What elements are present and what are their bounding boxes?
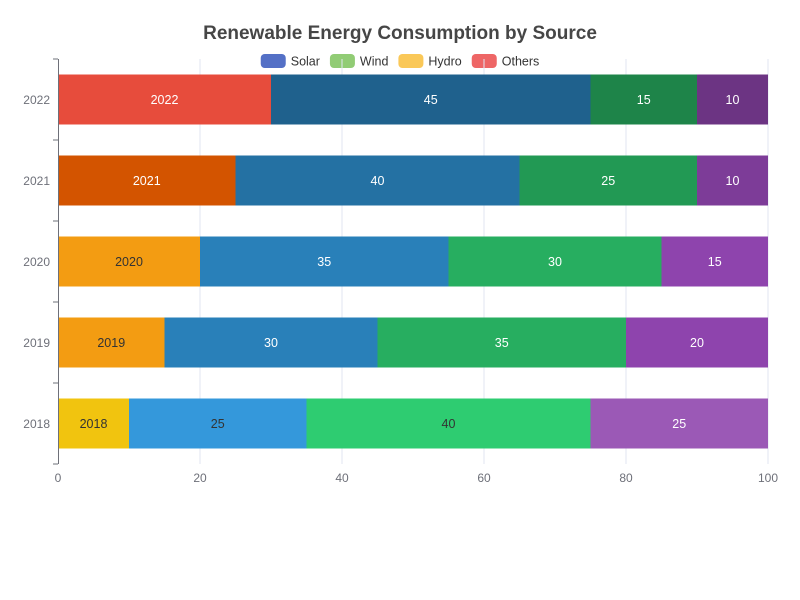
bar-label-hydro-2020: 30 xyxy=(548,255,562,269)
bar-label-wind-2018: 25 xyxy=(211,417,225,431)
bar-hydro-2021[interactable] xyxy=(519,155,698,206)
y-tick-label-2022: 2022 xyxy=(23,93,50,107)
y-tick-label-2018: 2018 xyxy=(23,417,50,431)
legend-swatch-solar[interactable] xyxy=(260,54,286,68)
bar-label-others-2021: 10 xyxy=(726,174,740,188)
legend-swatch-hydro[interactable] xyxy=(398,54,424,68)
bar-label-hydro-2018: 40 xyxy=(442,417,456,431)
bar-label-hydro-2021: 25 xyxy=(601,174,615,188)
bar-hydro-2022[interactable] xyxy=(590,74,698,125)
x-tick-label-80: 80 xyxy=(619,471,633,485)
bar-others-2021[interactable] xyxy=(697,155,768,206)
bar-others-2022[interactable] xyxy=(697,74,768,125)
axes: 2018 2019 2020 2021 2022 0 20 40 60 80 100 xyxy=(23,58,778,485)
bar-label-solar-2022: 2022 xyxy=(151,93,179,107)
x-tick-label-20: 20 xyxy=(193,471,207,485)
bar-label-others-2020: 15 xyxy=(708,255,722,269)
bar-others-2020[interactable] xyxy=(661,236,769,287)
bar-wind-2018[interactable] xyxy=(129,398,307,449)
bar-label-solar-2021: 2021 xyxy=(133,174,161,188)
bar-wind-2021[interactable] xyxy=(235,155,520,206)
bar-wind-2019[interactable] xyxy=(164,317,378,368)
legend-label-others[interactable]: Others xyxy=(502,55,540,69)
bar-hydro-2020[interactable] xyxy=(448,236,662,287)
x-tick-label-40: 40 xyxy=(335,471,349,485)
legend-label-wind[interactable]: Wind xyxy=(360,55,389,69)
bar-label-wind-2021: 40 xyxy=(371,174,385,188)
bar-label-wind-2022: 45 xyxy=(424,93,438,107)
bar-wind-2022[interactable] xyxy=(271,74,591,125)
x-tick-label-0: 0 xyxy=(55,471,62,485)
bar-label-wind-2019: 30 xyxy=(264,336,278,350)
bar-label-others-2018: 25 xyxy=(672,417,686,431)
bar-others-2019[interactable] xyxy=(626,317,768,368)
bar-others-2018[interactable] xyxy=(590,398,769,449)
y-tick-label-2020: 2020 xyxy=(23,255,50,269)
bar-label-others-2022: 10 xyxy=(726,93,740,107)
bar-solar-2021[interactable] xyxy=(58,155,236,206)
bar-solar-2018[interactable] xyxy=(58,398,129,449)
legend-label-solar[interactable]: Solar xyxy=(291,55,320,69)
legend: Solar Wind Hydro Others xyxy=(260,54,540,69)
bar-label-hydro-2022: 15 xyxy=(637,93,651,107)
bar-hydro-2019[interactable] xyxy=(377,317,627,368)
bar-solar-2019[interactable] xyxy=(58,317,165,368)
legend-label-hydro[interactable]: Hydro xyxy=(428,55,461,69)
bar-label-solar-2018: 2018 xyxy=(80,417,108,431)
bar-hydro-2018[interactable] xyxy=(306,398,591,449)
y-tick-label-2021: 2021 xyxy=(23,174,50,188)
bar-label-others-2019: 20 xyxy=(690,336,704,350)
bar-wind-2020[interactable] xyxy=(200,236,449,287)
bar-label-solar-2019: 2019 xyxy=(97,336,125,350)
bar-label-wind-2020: 35 xyxy=(317,255,331,269)
x-tick-label-100: 100 xyxy=(758,471,778,485)
y-tick-label-2019: 2019 xyxy=(23,336,50,350)
chart-title: Renewable Energy Consumption by Source xyxy=(203,23,597,44)
bar-solar-2022[interactable] xyxy=(58,74,271,125)
bar-label-solar-2020: 2020 xyxy=(115,255,143,269)
bar-label-hydro-2019: 35 xyxy=(495,336,509,350)
x-tick-label-60: 60 xyxy=(477,471,491,485)
bar-solar-2020[interactable] xyxy=(58,236,200,287)
